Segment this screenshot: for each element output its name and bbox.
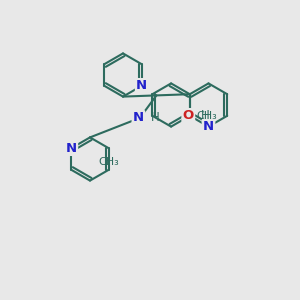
Text: CH₃: CH₃ [196, 111, 217, 121]
Text: CH₃: CH₃ [98, 157, 119, 166]
Text: N: N [133, 111, 144, 124]
Text: N: N [66, 142, 77, 155]
Text: H: H [151, 111, 160, 124]
Text: N: N [136, 79, 147, 92]
Text: N: N [203, 120, 214, 133]
Text: O: O [183, 109, 194, 122]
Text: H: H [201, 109, 210, 122]
